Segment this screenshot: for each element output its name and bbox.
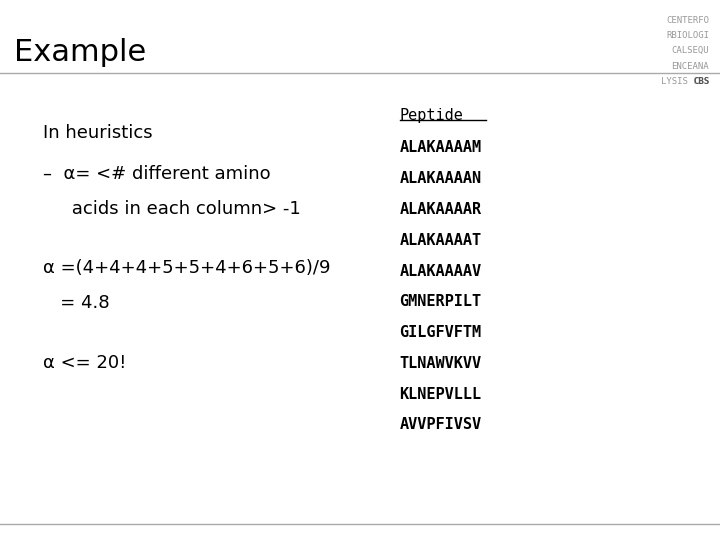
Text: KLNEPVLLL: KLNEPVLLL <box>400 387 482 402</box>
Text: α <= 20!: α <= 20! <box>43 354 127 372</box>
Text: α =(4+4+4+5+5+4+6+5+6)/9: α =(4+4+4+5+5+4+6+5+6)/9 <box>43 259 330 277</box>
Text: ALAKAAAAT: ALAKAAAAT <box>400 233 482 248</box>
Text: RBIOLOGI: RBIOLOGI <box>666 31 709 40</box>
Text: ALAKAAAAN: ALAKAAAAN <box>400 171 482 186</box>
Text: acids in each column> -1: acids in each column> -1 <box>43 200 301 218</box>
Text: ALAKAAAAV: ALAKAAAAV <box>400 264 482 279</box>
Text: Peptide: Peptide <box>400 108 464 123</box>
Text: CALSEQU: CALSEQU <box>672 46 709 56</box>
Text: GILGFVFTM: GILGFVFTM <box>400 325 482 340</box>
Text: In heuristics: In heuristics <box>43 124 153 142</box>
Text: TLNAWVKVV: TLNAWVKVV <box>400 356 482 371</box>
Text: Example: Example <box>14 38 147 67</box>
Text: AVVPFIVSV: AVVPFIVSV <box>400 417 482 433</box>
Text: ALAKAAAAR: ALAKAAAAR <box>400 202 482 217</box>
Text: ENCEANA: ENCEANA <box>672 62 709 71</box>
Text: CENTERFO: CENTERFO <box>666 16 709 25</box>
Text: GMNERPILT: GMNERPILT <box>400 294 482 309</box>
Text: = 4.8: = 4.8 <box>43 294 110 312</box>
Text: ALAKAAAAM: ALAKAAAAM <box>400 140 482 156</box>
Text: CBS: CBS <box>693 77 709 86</box>
Text: LYSIS CBS: LYSIS CBS <box>661 77 709 86</box>
Text: –  α= <# different amino: – α= <# different amino <box>43 165 271 183</box>
